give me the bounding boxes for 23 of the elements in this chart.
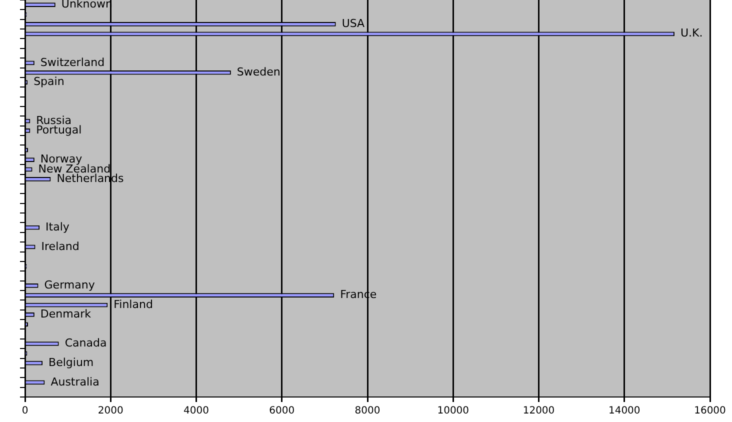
x-tick-label: 8000 (354, 406, 380, 417)
y-tick-label: Norway (40, 152, 83, 166)
x-tick-label: 14000 (608, 406, 640, 417)
x-tick-label: 12000 (522, 406, 555, 417)
x-tick-label: 2000 (98, 406, 124, 417)
x-tick-label: 6000 (269, 406, 295, 417)
y-tick-label: Canada (64, 336, 107, 350)
y-tick-label: Sweden (236, 65, 280, 78)
y-tick-label: Germany (44, 278, 96, 292)
y-tick-label: Denmark (40, 308, 92, 321)
y-tick-label: Ireland (41, 240, 80, 253)
y-tick-label: U.K. (680, 26, 703, 40)
y-tick-label: USA (342, 17, 366, 30)
y-tick-label: Switzerland (40, 56, 105, 69)
y-tick-label: Belgium (48, 356, 94, 369)
y-tick-label: Australia (50, 375, 100, 388)
y-tick-label: Finland (114, 298, 153, 311)
x-tick-label: 4000 (184, 406, 209, 417)
y-tick-label: Italy (46, 220, 70, 234)
x-tick-label: 10000 (437, 406, 470, 417)
x-tick-label: 0 (22, 406, 28, 417)
x-tick-label: 16000 (694, 406, 726, 417)
y-tick-label: Spain (34, 75, 64, 88)
